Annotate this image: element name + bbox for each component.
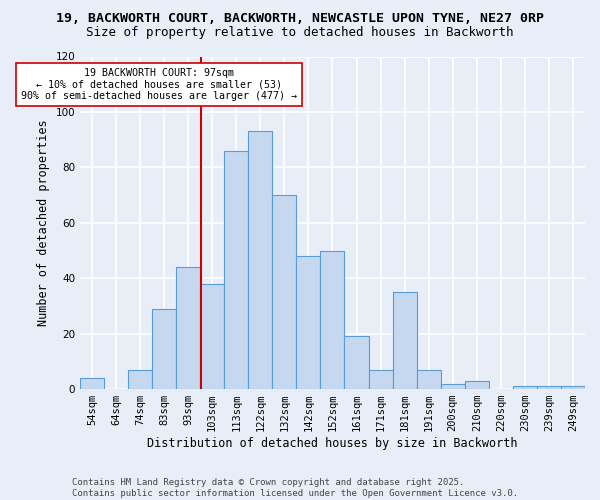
Bar (561, 386, 585, 389)
Y-axis label: Number of detached properties: Number of detached properties (37, 120, 50, 326)
Bar (224, 150, 248, 389)
Bar (416, 370, 440, 389)
X-axis label: Distribution of detached houses by size in Backworth: Distribution of detached houses by size … (147, 437, 518, 450)
Bar (344, 336, 368, 389)
Text: 19, BACKWORTH COURT, BACKWORTH, NEWCASTLE UPON TYNE, NE27 0RP: 19, BACKWORTH COURT, BACKWORTH, NEWCASTL… (56, 12, 544, 26)
Bar (152, 308, 176, 389)
Bar (200, 284, 224, 389)
Bar (368, 370, 392, 389)
Bar (392, 292, 416, 389)
Bar (80, 378, 104, 389)
Bar (296, 256, 320, 389)
Bar (513, 386, 537, 389)
Bar (320, 250, 344, 389)
Bar (128, 370, 152, 389)
Bar (248, 132, 272, 389)
Text: 19 BACKWORTH COURT: 97sqm
← 10% of detached houses are smaller (53)
90% of semi-: 19 BACKWORTH COURT: 97sqm ← 10% of detac… (21, 68, 297, 101)
Bar (272, 195, 296, 389)
Text: Size of property relative to detached houses in Backworth: Size of property relative to detached ho… (86, 26, 514, 39)
Bar (440, 384, 465, 389)
Bar (537, 386, 561, 389)
Text: Contains HM Land Registry data © Crown copyright and database right 2025.
Contai: Contains HM Land Registry data © Crown c… (72, 478, 518, 498)
Bar (465, 381, 489, 389)
Bar (176, 267, 200, 389)
